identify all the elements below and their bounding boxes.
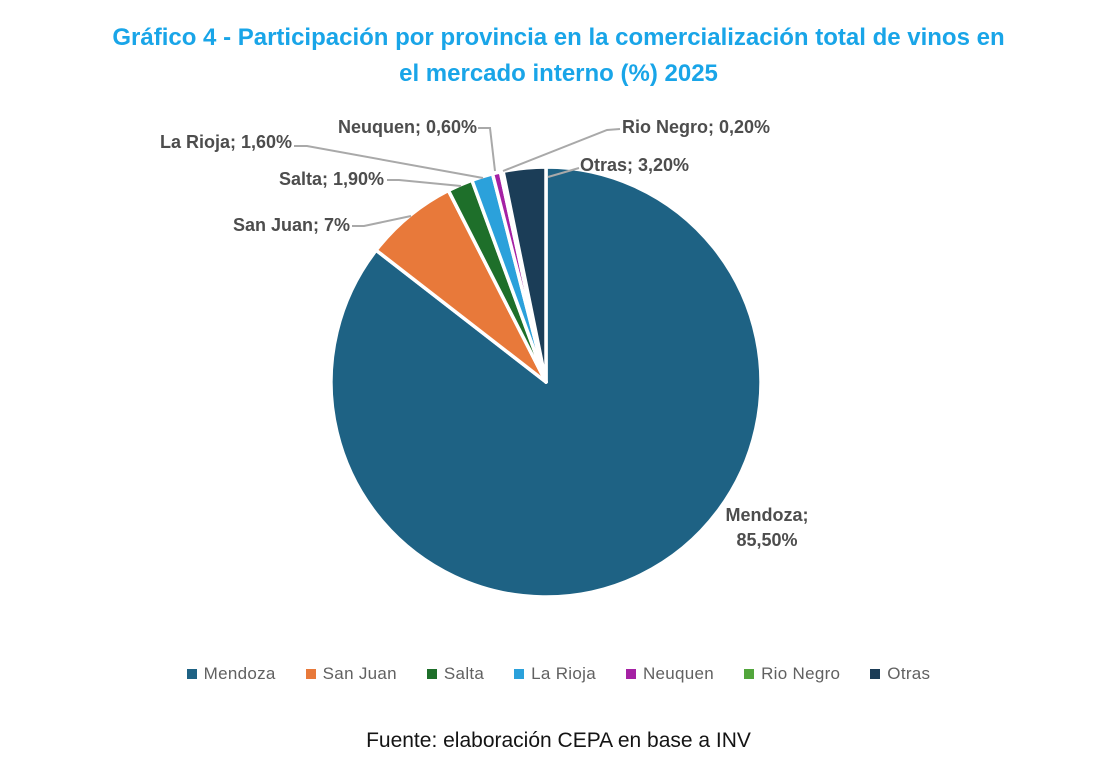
legend-item-neuquen: Neuquen xyxy=(625,664,715,684)
data-label-la-rioja: La Rioja; 1,60% xyxy=(159,132,292,152)
legend-item-salta: Salta xyxy=(426,664,485,684)
leader-line-salta xyxy=(387,179,462,187)
source-note: Fuente: elaboración CEPA en base a INV xyxy=(366,729,751,752)
legend-swatch-otras xyxy=(870,669,881,679)
legend-label-rio-negro: Rio Negro xyxy=(761,664,841,683)
legend-label-la-rioja: La Rioja xyxy=(531,664,596,683)
legend-item-rio-negro: Rio Negro xyxy=(744,664,840,684)
chart-title-line-1: Gráfico 4 - Participación por provincia … xyxy=(112,24,1005,51)
leader-lines xyxy=(294,127,621,227)
legend-label-salta: Salta xyxy=(443,664,485,683)
data-label-san-juan: San Juan; 7% xyxy=(232,215,350,235)
legend-swatch-la-rioja xyxy=(514,669,525,679)
leader-line-la-rioja xyxy=(294,145,484,179)
legend-label-mendoza: Mendoza xyxy=(203,664,276,683)
chart-title-line-2: el mercado interno (%) 2025 xyxy=(399,60,718,87)
legend-swatch-neuquen xyxy=(625,669,636,679)
leader-line-san-juan xyxy=(352,215,412,227)
legend-item-la-rioja: La Rioja xyxy=(514,664,596,684)
data-label-salta: Salta; 1,90% xyxy=(278,169,384,189)
pie-slices xyxy=(329,165,763,599)
legend-swatch-san-juan xyxy=(305,669,316,679)
legend-item-mendoza: Mendoza xyxy=(186,664,276,684)
legend-swatch-salta xyxy=(426,669,437,679)
pie-slice-otras xyxy=(501,165,548,384)
data-label-mendoza: Mendoza; 85,50% xyxy=(725,505,809,550)
legend-swatch-rio-negro xyxy=(744,669,755,679)
legend-label-neuquen: Neuquen xyxy=(642,664,715,683)
legend-item-san-juan: San Juan xyxy=(305,664,397,684)
legend-swatch-mendoza xyxy=(186,669,197,679)
chart-title: Gráfico 4 - Participación por provincia … xyxy=(0,20,1117,92)
leader-line-neuquen xyxy=(478,127,496,172)
legend-item-otras: Otras xyxy=(870,664,930,684)
data-label-neuquen: Neuquen; 0,60% xyxy=(337,117,477,137)
chart-legend: Mendoza San Juan Salta La Rioja Neuquen Rio N… xyxy=(0,664,1117,684)
legend-label-otras: Otras xyxy=(887,664,931,683)
legend-label-san-juan: San Juan xyxy=(322,664,397,683)
data-label-otras: Otras; 3,20% xyxy=(580,155,690,175)
leader-line-rio-negro xyxy=(502,128,621,172)
leader-line-otras xyxy=(547,167,580,178)
data-label-rio-negro: Rio Negro; 0,20% xyxy=(622,117,771,137)
